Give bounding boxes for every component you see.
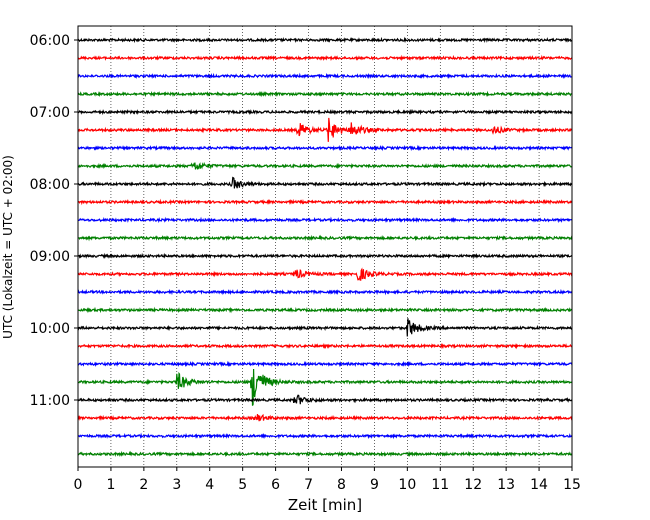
trace-line: [77, 234, 573, 242]
x-axis-label: Zeit [min]: [288, 496, 362, 514]
trace-line: [77, 54, 573, 62]
trace-line: [77, 198, 573, 206]
trace-line: [77, 318, 573, 337]
x-tick-label: 9: [370, 477, 379, 493]
trace-line: [77, 360, 573, 368]
x-tick-label: 12: [464, 477, 482, 493]
trace-line: [77, 368, 573, 406]
trace-line: [77, 450, 573, 458]
x-tick-label: 8: [337, 477, 346, 493]
plot-frame: [77, 25, 573, 468]
y-tick-label: 11:00: [30, 393, 70, 409]
x-tick-label: 13: [497, 477, 515, 493]
x-tick-label: 2: [139, 477, 148, 493]
x-tick-label: 10: [398, 477, 416, 493]
trace-line: [77, 267, 573, 281]
y-tick-label: 07:00: [30, 105, 70, 121]
trace-layer: [77, 36, 573, 458]
x-tick-label: 11: [431, 477, 449, 493]
trace-line: [77, 252, 573, 260]
x-axis: 0 1 2 3 4 5 6 7 8 9 10 11 12 13 14 15: [74, 467, 581, 493]
trace-line: [77, 36, 573, 44]
trace-line: [77, 394, 573, 405]
trace-line: [77, 161, 573, 170]
trace-line: [77, 432, 573, 440]
y-tick-label: 10:00: [30, 321, 70, 337]
y-tick-label: 08:00: [30, 177, 70, 193]
trace-line: [77, 108, 573, 116]
y-tick-label: 06:00: [30, 33, 70, 49]
y-axis: 06:00 07:00 08:00 09:00 10:00 11:00: [30, 33, 78, 409]
trace-line: [77, 216, 573, 224]
x-tick-label: 6: [271, 477, 280, 493]
x-tick-label: 1: [106, 477, 115, 493]
trace-line: [77, 90, 573, 98]
x-tick-label: 7: [304, 477, 313, 493]
trace-line: [77, 306, 573, 314]
trace-line: [77, 144, 573, 152]
trace-line: [77, 72, 573, 80]
trace-line: [77, 342, 573, 350]
x-tick-label: 5: [238, 477, 247, 493]
y-axis-label: UTC (Lokalzeit = UTC + 02:00): [1, 155, 15, 339]
trace-line: [77, 288, 573, 296]
x-tick-label: 4: [205, 477, 214, 493]
trace-line: [77, 176, 573, 189]
y-tick-label: 09:00: [30, 249, 70, 265]
trace-line: [77, 413, 573, 422]
x-tick-label: 3: [172, 477, 181, 493]
x-tick-label: 15: [563, 477, 581, 493]
x-tick-label: 0: [74, 477, 83, 493]
x-tick-label: 14: [530, 477, 548, 493]
trace-line: [77, 117, 573, 142]
